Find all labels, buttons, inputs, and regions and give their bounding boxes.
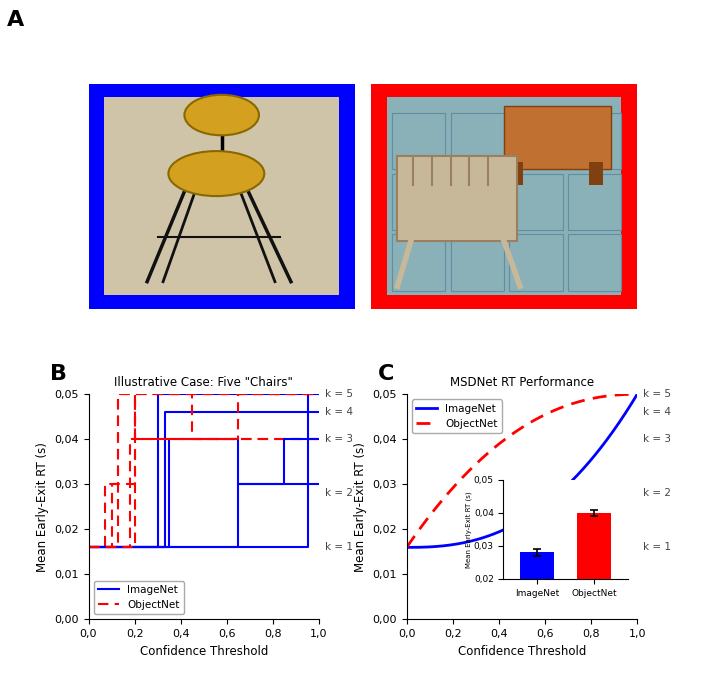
ObjectNet bbox=[627, 390, 636, 399]
Text: k = 2: k = 2 bbox=[643, 489, 670, 498]
Legend: ImageNet, ObjectNet: ImageNet, ObjectNet bbox=[412, 400, 502, 433]
Bar bbox=[509, 162, 523, 185]
Text: B: B bbox=[50, 364, 67, 383]
Title: Illustrative Case: Five "Chairs": Illustrative Case: Five "Chairs" bbox=[114, 376, 293, 389]
Text: k = 5: k = 5 bbox=[324, 389, 353, 400]
Bar bbox=[504, 106, 610, 169]
Bar bbox=[451, 235, 504, 291]
Ellipse shape bbox=[184, 95, 259, 135]
Line: ImageNet: ImageNet bbox=[406, 394, 637, 547]
Text: k = 1: k = 1 bbox=[324, 542, 353, 553]
Text: k = 1: k = 1 bbox=[643, 542, 670, 553]
Ellipse shape bbox=[169, 151, 264, 196]
ObjectNet bbox=[402, 543, 411, 551]
Text: k = 3: k = 3 bbox=[324, 434, 353, 444]
X-axis label: Confidence Threshold: Confidence Threshold bbox=[139, 644, 268, 658]
ObjectNet bbox=[591, 394, 600, 402]
Text: k = 4: k = 4 bbox=[324, 407, 353, 418]
ImageNet bbox=[591, 450, 600, 459]
Bar bbox=[387, 97, 621, 295]
Bar bbox=[105, 97, 339, 295]
Text: k = 4: k = 4 bbox=[643, 407, 670, 418]
Bar bbox=[451, 173, 504, 230]
Bar bbox=[509, 235, 563, 291]
Text: k = 2: k = 2 bbox=[324, 489, 353, 498]
X-axis label: Confidence Threshold: Confidence Threshold bbox=[458, 644, 586, 658]
Text: k = 5: k = 5 bbox=[643, 389, 670, 400]
ImageNet bbox=[627, 399, 636, 407]
ObjectNet bbox=[513, 426, 522, 434]
ObjectNet bbox=[633, 390, 641, 398]
Bar bbox=[392, 235, 445, 291]
ImageNet bbox=[539, 501, 548, 509]
Y-axis label: Mean Early-Exit RT (s): Mean Early-Exit RT (s) bbox=[35, 442, 49, 572]
ImageNet bbox=[527, 510, 536, 519]
ImageNet bbox=[513, 519, 522, 527]
ObjectNet bbox=[527, 418, 536, 426]
ObjectNet bbox=[539, 411, 548, 420]
Bar bbox=[589, 162, 603, 185]
Text: A: A bbox=[7, 10, 24, 31]
Bar bbox=[392, 113, 445, 169]
Bar bbox=[568, 235, 621, 291]
Bar bbox=[509, 173, 563, 230]
ImageNet bbox=[402, 543, 411, 551]
Line: ObjectNet: ObjectNet bbox=[406, 394, 637, 547]
Bar bbox=[568, 113, 621, 169]
Legend: ImageNet, ObjectNet: ImageNet, ObjectNet bbox=[93, 580, 183, 615]
Bar bbox=[397, 156, 518, 241]
ObjectNet bbox=[512, 427, 520, 436]
Text: C: C bbox=[378, 364, 394, 383]
Bar bbox=[568, 173, 621, 230]
Text: k = 3: k = 3 bbox=[643, 434, 670, 444]
Title: MSDNet RT Performance: MSDNet RT Performance bbox=[450, 376, 594, 389]
ImageNet bbox=[633, 390, 641, 398]
ImageNet bbox=[512, 519, 520, 528]
Bar bbox=[509, 113, 563, 169]
Bar bbox=[392, 173, 445, 230]
Y-axis label: Mean Early-Exit RT (s): Mean Early-Exit RT (s) bbox=[354, 442, 367, 572]
Bar bbox=[451, 113, 504, 169]
